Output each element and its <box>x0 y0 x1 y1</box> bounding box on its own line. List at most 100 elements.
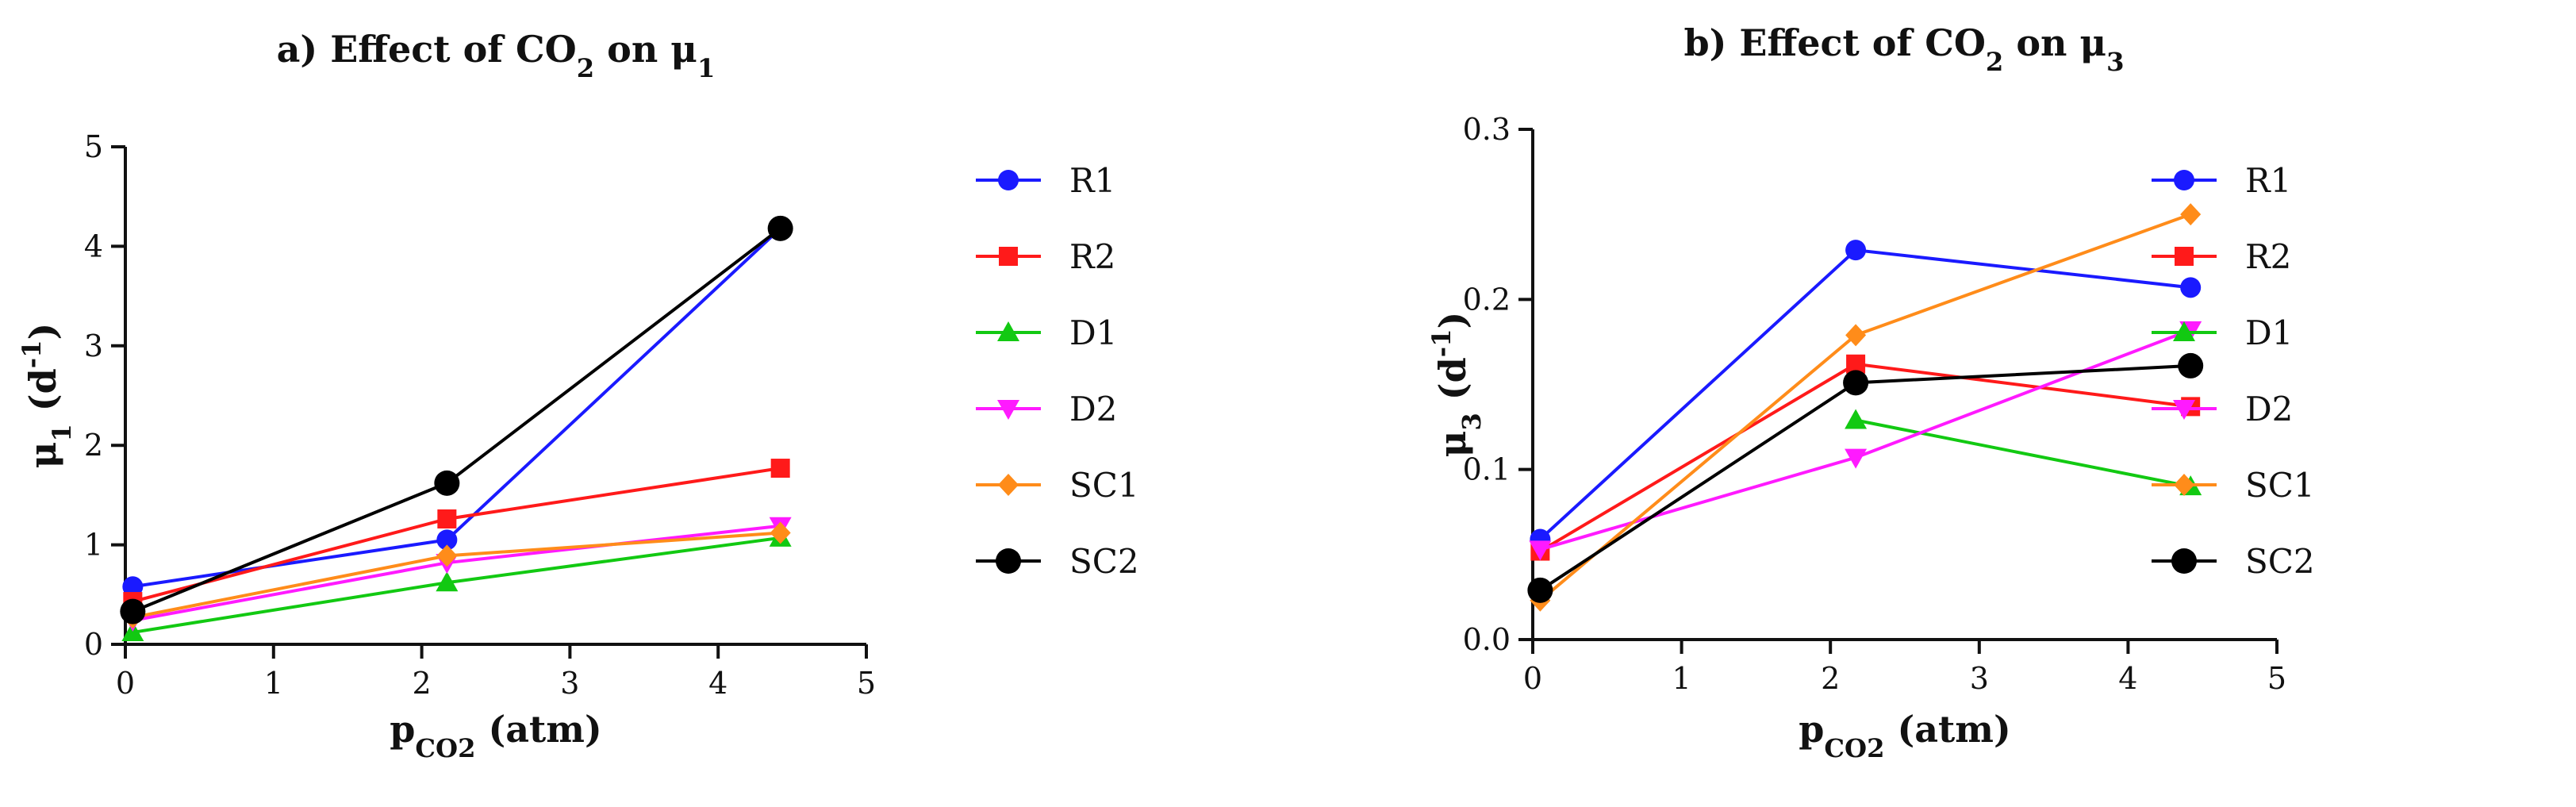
legend-item-r1: R1 <box>976 161 1115 200</box>
x-tick-label: 3 <box>1970 661 1989 696</box>
legend-item-d2: D2 <box>976 390 1117 428</box>
data-point-r2 <box>770 459 790 478</box>
legend-label: SC2 <box>1069 542 1139 581</box>
data-point-sc1 <box>770 521 791 544</box>
y-axis-label: μ3 (d-1) <box>1426 312 1487 458</box>
data-point-sc2 <box>2178 352 2204 379</box>
legend-item-d1: D1 <box>2152 313 2293 352</box>
legend-label: SC1 <box>2245 466 2315 505</box>
data-point-r1 <box>1845 240 1867 261</box>
x-tick-label: 1 <box>264 666 283 701</box>
data-point-d2 <box>1529 540 1552 561</box>
data-point-d1 <box>1845 409 1868 429</box>
x-tick-label: 0 <box>116 666 135 701</box>
legend-item-sc1: SC1 <box>2152 466 2315 505</box>
series-line-r1 <box>132 227 782 589</box>
x-tick-label: 4 <box>2118 661 2137 696</box>
legend-marker <box>997 400 1019 420</box>
x-tick-label: 3 <box>560 666 579 701</box>
x-tick-label: 0 <box>1523 661 1542 696</box>
legend: R1 R2 D1 D2 SC1 SC2 <box>2152 161 2315 581</box>
y-tick-label: 2 <box>84 428 103 463</box>
series-line-d1 <box>132 536 781 634</box>
x-axis-label: pCO2 (atm) <box>1799 708 2011 763</box>
legend-label: R2 <box>2245 237 2291 276</box>
data-point-sc1 <box>436 544 458 567</box>
data-point-r1 <box>436 529 458 551</box>
legend-label: R1 <box>2245 161 2291 200</box>
legend-label: D1 <box>2245 313 2293 352</box>
x-axis-label: pCO2 (atm) <box>390 708 602 763</box>
legend: R1 R2 D1 D2 SC1 SC2 <box>976 161 1139 581</box>
y-tick-label: 3 <box>84 329 103 363</box>
chart-title: a) Effect of CO2 on μ1 <box>277 28 716 83</box>
series-d1 <box>121 526 792 641</box>
legend-marker <box>2175 247 2194 266</box>
legend-label: D2 <box>1069 390 1117 428</box>
series-sc1 <box>1530 203 2202 612</box>
legend-label: D2 <box>2245 390 2293 428</box>
data-point-sc1 <box>2180 203 2202 226</box>
data-point-sc2 <box>434 470 460 496</box>
x-tick-label: 2 <box>1821 661 1840 696</box>
y-tick-label: 0.0 <box>1463 622 1511 657</box>
series-line-d1 <box>1855 418 2191 489</box>
data-point-sc2 <box>767 215 793 241</box>
legend-marker <box>997 321 1019 341</box>
legend-item-sc1: SC1 <box>976 466 1139 505</box>
y-tick-label: 0.2 <box>1463 282 1511 317</box>
legend-marker <box>998 170 1019 190</box>
legend-item-sc2: SC2 <box>976 542 1139 581</box>
panel-b: b) Effect of CO2 on μ3 0 1 2 3 4 5 0.0 0.1 0.2 0.3… <box>1426 21 2315 763</box>
legend-label: R1 <box>1069 161 1115 200</box>
legend-item-d2: D2 <box>2152 390 2293 428</box>
legend-marker <box>2174 474 2194 496</box>
x-tick-label: 1 <box>1672 661 1691 696</box>
legend-label: SC2 <box>2245 542 2315 581</box>
legend-marker <box>998 474 1019 496</box>
data-point-sc2 <box>1843 370 1869 396</box>
data-point-d2 <box>1845 448 1868 469</box>
legend-marker <box>2173 400 2195 420</box>
legend-label: R2 <box>1069 237 1115 276</box>
data-point-r2 <box>437 509 457 528</box>
data-point-sc2 <box>120 598 146 624</box>
x-tick-label: 5 <box>2267 661 2286 696</box>
data-point-sc1 <box>1845 324 1867 347</box>
series-d1 <box>1845 409 2202 496</box>
y-tick-label: 5 <box>84 129 103 164</box>
legend-item-d1: D1 <box>976 313 1117 352</box>
y-tick-label: 0 <box>84 627 103 662</box>
data-point-d1 <box>436 571 459 592</box>
x-tick-label: 4 <box>708 666 727 701</box>
y-tick-label: 1 <box>84 528 103 563</box>
legend-item-r2: R2 <box>2152 237 2291 276</box>
legend-marker <box>2171 548 2197 574</box>
y-tick-label: 0.3 <box>1463 112 1511 147</box>
data-point-sc2 <box>1527 577 1553 603</box>
y-tick-label: 0.1 <box>1463 452 1511 487</box>
series-line-sc1 <box>1539 213 2191 602</box>
series-line-r2 <box>1539 362 2191 553</box>
legend-marker <box>2174 170 2194 190</box>
y-tick-label: 4 <box>84 229 103 263</box>
panel-a: a) Effect of CO2 on μ1 0 1 2 3 4 5 0 1 2 3 4 5 pCO2 (… <box>17 28 1139 763</box>
series-line-sc2 <box>1539 363 2191 592</box>
series-sc2 <box>120 215 793 624</box>
legend-item-sc2: SC2 <box>2152 542 2315 581</box>
y-axis-label: μ1 (d-1) <box>17 323 77 469</box>
legend-marker <box>996 548 1021 574</box>
legend-label: D1 <box>1069 313 1117 352</box>
legend-marker <box>999 247 1018 266</box>
x-tick-label: 2 <box>413 666 432 701</box>
chart-title: b) Effect of CO2 on μ3 <box>1683 21 2124 77</box>
legend-label: SC1 <box>1069 466 1139 505</box>
legend-item-r1: R1 <box>2152 161 2291 200</box>
data-point-r1 <box>122 576 144 598</box>
x-tick-label: 5 <box>857 666 876 701</box>
data-point-r1 <box>2180 277 2202 298</box>
legend-marker <box>2173 321 2195 341</box>
legend-item-r2: R2 <box>976 237 1115 276</box>
series-sc2 <box>1527 352 2204 603</box>
